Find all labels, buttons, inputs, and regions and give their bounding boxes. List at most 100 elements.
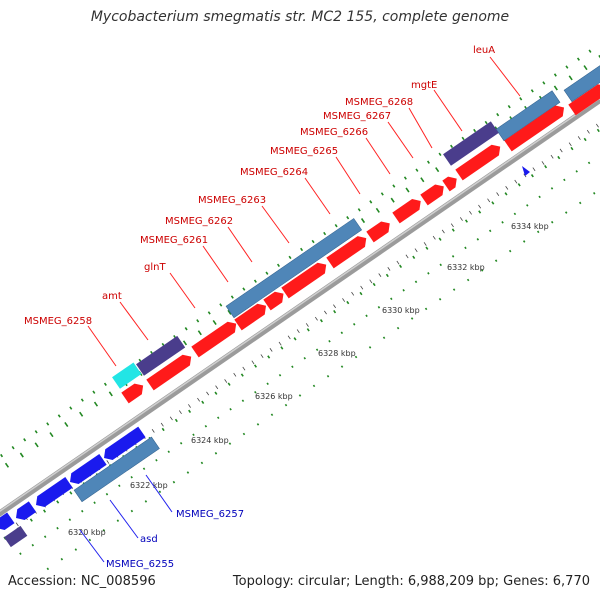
gc-dot [291, 365, 294, 369]
gc-dot [565, 65, 569, 69]
gc-dot [563, 178, 566, 182]
gene-arrow [36, 476, 73, 507]
gc-dot [415, 168, 419, 172]
gc-dot [108, 391, 113, 397]
gc-dot [293, 337, 297, 341]
gene-arrow [146, 354, 192, 391]
gc-dot [102, 529, 106, 532]
gc-dot [130, 509, 134, 513]
gc-dot [513, 212, 517, 216]
gc-dot [278, 373, 282, 377]
scale-tick [396, 260, 400, 265]
scale-label-6330: 6330 kbp [382, 306, 420, 315]
gc-dot [312, 384, 316, 388]
gc-dot [568, 75, 573, 81]
scale-tick [514, 179, 518, 184]
gc-dot [402, 289, 405, 292]
gc-dot [144, 500, 148, 503]
gc-dot [583, 137, 587, 142]
scale-tick [360, 285, 364, 290]
gc-dot [354, 355, 358, 359]
gc-dot [352, 323, 356, 326]
gc-dot [270, 413, 274, 417]
gc-dot [517, 183, 521, 187]
genome-summary-text: Topology: circular; Length: 6,988,209 bp… [232, 574, 590, 589]
gene-arrow [420, 184, 444, 206]
gc-dot [69, 406, 73, 410]
gc-dot [593, 192, 596, 195]
gc-dot [451, 255, 455, 258]
scale-tick [296, 329, 300, 334]
gc-dot [242, 432, 246, 436]
gc-dot [182, 340, 188, 346]
gc-dot [298, 394, 302, 397]
gc-dot [19, 452, 24, 458]
scale-tick [314, 316, 318, 321]
gc-dot [227, 309, 232, 315]
scale-tick [505, 186, 509, 190]
scale-tick [242, 366, 246, 371]
other-features [4, 121, 499, 548]
scale-tick [333, 304, 336, 309]
gc-dot [461, 136, 465, 141]
scale-label-6322: 6322 kbp [130, 481, 168, 490]
gc-dot [88, 538, 92, 542]
gc-dot [266, 382, 269, 386]
gc-dot [390, 297, 393, 301]
scale-tick [151, 428, 155, 433]
gc-dot [372, 282, 376, 287]
gc-dot [576, 57, 580, 61]
gc-dot [424, 307, 428, 311]
reverse-label-leaders [79, 474, 173, 563]
gc-dot [43, 509, 47, 513]
gc-dot [427, 272, 430, 275]
scale-tick [532, 167, 536, 172]
gc-dot [501, 221, 504, 224]
gene-label: mgtE [411, 80, 437, 91]
scale-label-6328: 6328 kbp [318, 349, 356, 358]
gc-dot [410, 317, 414, 320]
gc-dot [49, 432, 54, 438]
map-title: Mycobacterium smegmatis str. MC2 155, co… [90, 9, 510, 25]
gc-dot [60, 557, 64, 561]
gc-dot [118, 484, 121, 487]
gene-arrow [263, 291, 284, 311]
gc-dot [451, 228, 455, 232]
gene-label: amt [102, 291, 122, 302]
gc-dot [536, 230, 540, 234]
gc-dot [31, 543, 35, 547]
gc-dot [357, 208, 361, 212]
gc-dot [450, 144, 454, 149]
scale-label-6324: 6324 kbp [191, 436, 229, 445]
scale-tick [15, 522, 19, 527]
gc-dot [230, 295, 234, 299]
gc-dot [174, 418, 178, 423]
gene-arrow [281, 262, 327, 299]
gene-arrow [104, 426, 146, 460]
scale-tick [324, 310, 327, 315]
gc-dot [284, 403, 288, 407]
gene-arrow [0, 512, 15, 530]
scale-tick [469, 210, 472, 215]
scale-tick [206, 391, 210, 396]
gc-dot [214, 391, 218, 395]
gc-dot [74, 548, 78, 551]
forward-gene-arrows [121, 84, 600, 404]
gc-dot [564, 211, 568, 214]
gene-label: MSMEG_6267 [323, 111, 391, 122]
gc-dot [369, 200, 373, 204]
gc-dot [196, 319, 200, 323]
feature-bar [443, 121, 499, 166]
gc-dot [575, 170, 578, 173]
gene-arrow [16, 501, 37, 520]
feature-bar [112, 362, 142, 389]
gc-dot [438, 237, 442, 241]
gc-dot [303, 356, 306, 360]
gene-arrow [191, 321, 237, 358]
gc-dot [254, 390, 257, 394]
gc-dot [346, 216, 350, 220]
gc-dot [491, 201, 495, 205]
gene-arrow [366, 221, 390, 243]
gc-dot [81, 509, 84, 513]
gc-dot [522, 240, 526, 243]
